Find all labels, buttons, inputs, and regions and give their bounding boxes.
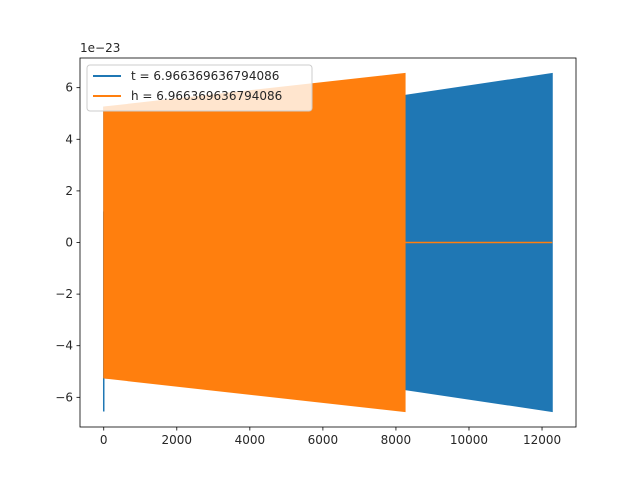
y-offset-label: 1e−23 xyxy=(80,41,120,55)
x-tick-label: 0 xyxy=(100,433,108,447)
legend: t = 6.966369636794086 h = 6.9663696367940… xyxy=(86,64,313,112)
y-axis: −6 −4 −2 0 2 4 6 xyxy=(55,81,80,404)
x-tick-label: 2000 xyxy=(162,433,193,447)
y-tick-label: −2 xyxy=(55,287,73,301)
y-tick-label: 4 xyxy=(65,132,73,146)
x-tick-label: 10000 xyxy=(450,433,488,447)
y-tick-label: −6 xyxy=(55,390,73,404)
legend-box xyxy=(86,64,313,112)
x-tick-label: 4000 xyxy=(235,433,266,447)
y-tick-label: 6 xyxy=(65,81,73,95)
x-axis: 0 2000 4000 6000 8000 10000 12000 xyxy=(100,427,561,447)
x-tick-label: 6000 xyxy=(308,433,339,447)
series-h-area xyxy=(103,72,406,413)
x-tick-label: 12000 xyxy=(523,433,561,447)
y-tick-label: 2 xyxy=(65,184,73,198)
x-tick-label: 8000 xyxy=(381,433,412,447)
plot-area xyxy=(102,72,553,413)
y-tick-label: −4 xyxy=(55,339,73,353)
legend-label-1: h = 6.966369636794086 xyxy=(131,89,282,103)
legend-label-0: t = 6.966369636794086 xyxy=(131,69,279,83)
y-tick-label: 0 xyxy=(65,236,73,250)
axes-frame xyxy=(79,57,577,428)
